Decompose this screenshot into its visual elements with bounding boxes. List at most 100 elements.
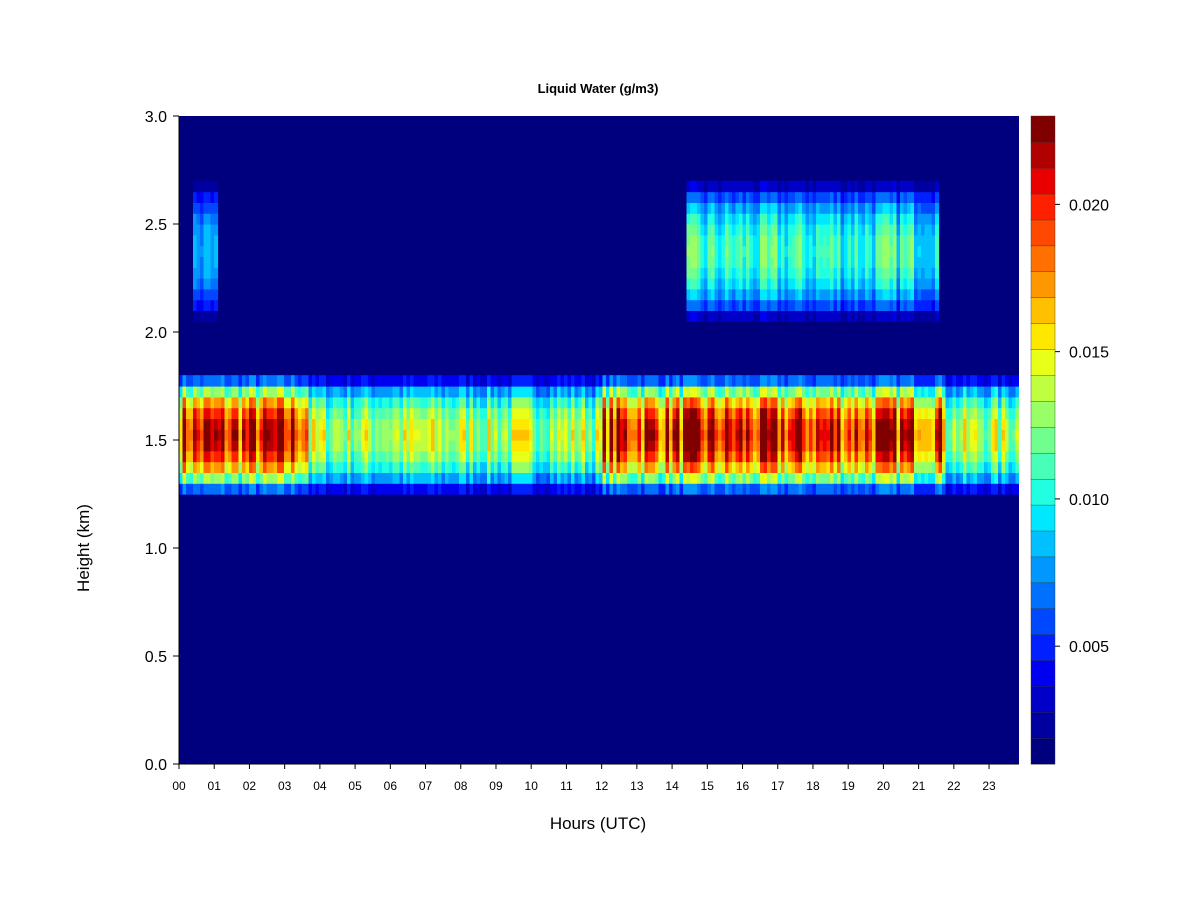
heatmap-cell — [193, 224, 198, 236]
heatmap-cell — [833, 461, 838, 473]
heatmap-cell — [571, 483, 576, 495]
heatmap-cell — [749, 375, 754, 387]
heatmap-cell — [700, 288, 705, 301]
heatmap-cell — [630, 450, 635, 463]
heatmap-cell — [1008, 461, 1013, 473]
heatmap-cell — [819, 213, 824, 225]
heatmap-cell — [833, 191, 838, 203]
heatmap-cell — [602, 386, 607, 398]
heatmap-cell — [700, 418, 705, 430]
heatmap-cell — [245, 375, 250, 387]
heatmap-cell — [704, 375, 709, 387]
heatmap-cell — [424, 396, 429, 409]
heatmap-cell — [882, 386, 887, 398]
heatmap-cell — [574, 418, 579, 430]
heatmap-cell — [546, 418, 551, 430]
heatmap-cell — [833, 450, 838, 463]
heatmap-cell — [480, 429, 485, 441]
heatmap-cell — [987, 396, 992, 409]
heatmap-cell — [949, 483, 954, 495]
colorbar — [1030, 115, 1056, 765]
heatmap-cell — [924, 202, 929, 214]
heatmap-cell — [798, 461, 803, 473]
heatmap-cell — [991, 429, 996, 441]
heatmap-cell — [721, 224, 726, 236]
heatmap-cell — [921, 483, 926, 495]
heatmap-cell — [700, 234, 705, 247]
heatmap-cell — [644, 450, 649, 463]
heatmap-cell — [375, 375, 380, 387]
heatmap-cell — [406, 440, 411, 452]
heatmap-cell — [770, 267, 775, 279]
heatmap-cell — [515, 386, 520, 398]
heatmap-cell — [868, 483, 873, 495]
heatmap-cell — [284, 450, 289, 463]
heatmap-cell — [277, 375, 282, 387]
heatmap-cell — [469, 461, 474, 473]
heatmap-cell — [970, 450, 975, 463]
heatmap-cell — [956, 461, 961, 473]
heatmap-cell — [826, 440, 831, 452]
heatmap-cell — [749, 299, 754, 311]
heatmap-cell — [826, 386, 831, 398]
heatmap-cell — [231, 386, 236, 398]
heatmap-cell — [697, 278, 702, 290]
heatmap-cell — [189, 483, 194, 495]
heatmap-cell — [882, 440, 887, 452]
heatmap-cell — [536, 375, 541, 387]
heatmap-cell — [662, 396, 667, 409]
heatmap-cell — [791, 472, 796, 484]
heatmap-cell — [847, 267, 852, 279]
heatmap-cell — [917, 461, 922, 473]
heatmap-cell — [833, 202, 838, 214]
heatmap-cell — [245, 396, 250, 409]
heatmap-cell — [203, 180, 208, 193]
heatmap-cell — [767, 461, 772, 473]
heatmap-cell — [987, 418, 992, 430]
heatmap-cell — [389, 418, 394, 430]
heatmap-cell — [235, 386, 240, 398]
heatmap-cell — [592, 450, 597, 463]
heatmap-cell — [861, 191, 866, 203]
heatmap-cell — [858, 256, 863, 268]
heatmap-cell — [623, 472, 628, 484]
heatmap-cell — [256, 418, 261, 430]
heatmap-cell — [193, 288, 198, 301]
heatmap-cell — [795, 429, 800, 441]
heatmap-cell — [641, 386, 646, 398]
heatmap-cell — [886, 472, 891, 484]
heatmap-cell — [189, 407, 194, 419]
heatmap-cell — [644, 375, 649, 387]
heatmap-cell — [235, 450, 240, 463]
heatmap-cell — [319, 440, 324, 452]
heatmap-cell — [816, 440, 821, 452]
heatmap-cell — [203, 191, 208, 203]
heatmap-cell — [518, 440, 523, 452]
x-tick-label: 00 — [172, 779, 186, 793]
heatmap-cell — [788, 375, 793, 387]
heatmap-cell — [196, 278, 201, 290]
heatmap-cell — [704, 450, 709, 463]
heatmap-cell — [753, 386, 758, 398]
heatmap-cell — [347, 396, 352, 409]
heatmap-cell — [406, 375, 411, 387]
heatmap-cell — [921, 429, 926, 441]
heatmap-cell — [795, 450, 800, 463]
heatmap-cell — [417, 386, 422, 398]
heatmap-cell — [826, 278, 831, 290]
heatmap-cell — [938, 483, 943, 495]
heatmap-cell — [494, 407, 499, 419]
heatmap-cell — [462, 483, 467, 495]
heatmap-cell — [364, 450, 369, 463]
heatmap-cell — [749, 396, 754, 409]
heatmap-cell — [924, 267, 929, 279]
heatmap-cell — [889, 396, 894, 409]
heatmap-cell — [333, 386, 338, 398]
heatmap-cell — [770, 180, 775, 193]
heatmap-cell — [896, 407, 901, 419]
heatmap-cell — [690, 213, 695, 225]
heatmap-cell — [875, 310, 880, 322]
heatmap-cell — [424, 440, 429, 452]
heatmap-cell — [784, 288, 789, 301]
heatmap-cell — [938, 386, 943, 398]
